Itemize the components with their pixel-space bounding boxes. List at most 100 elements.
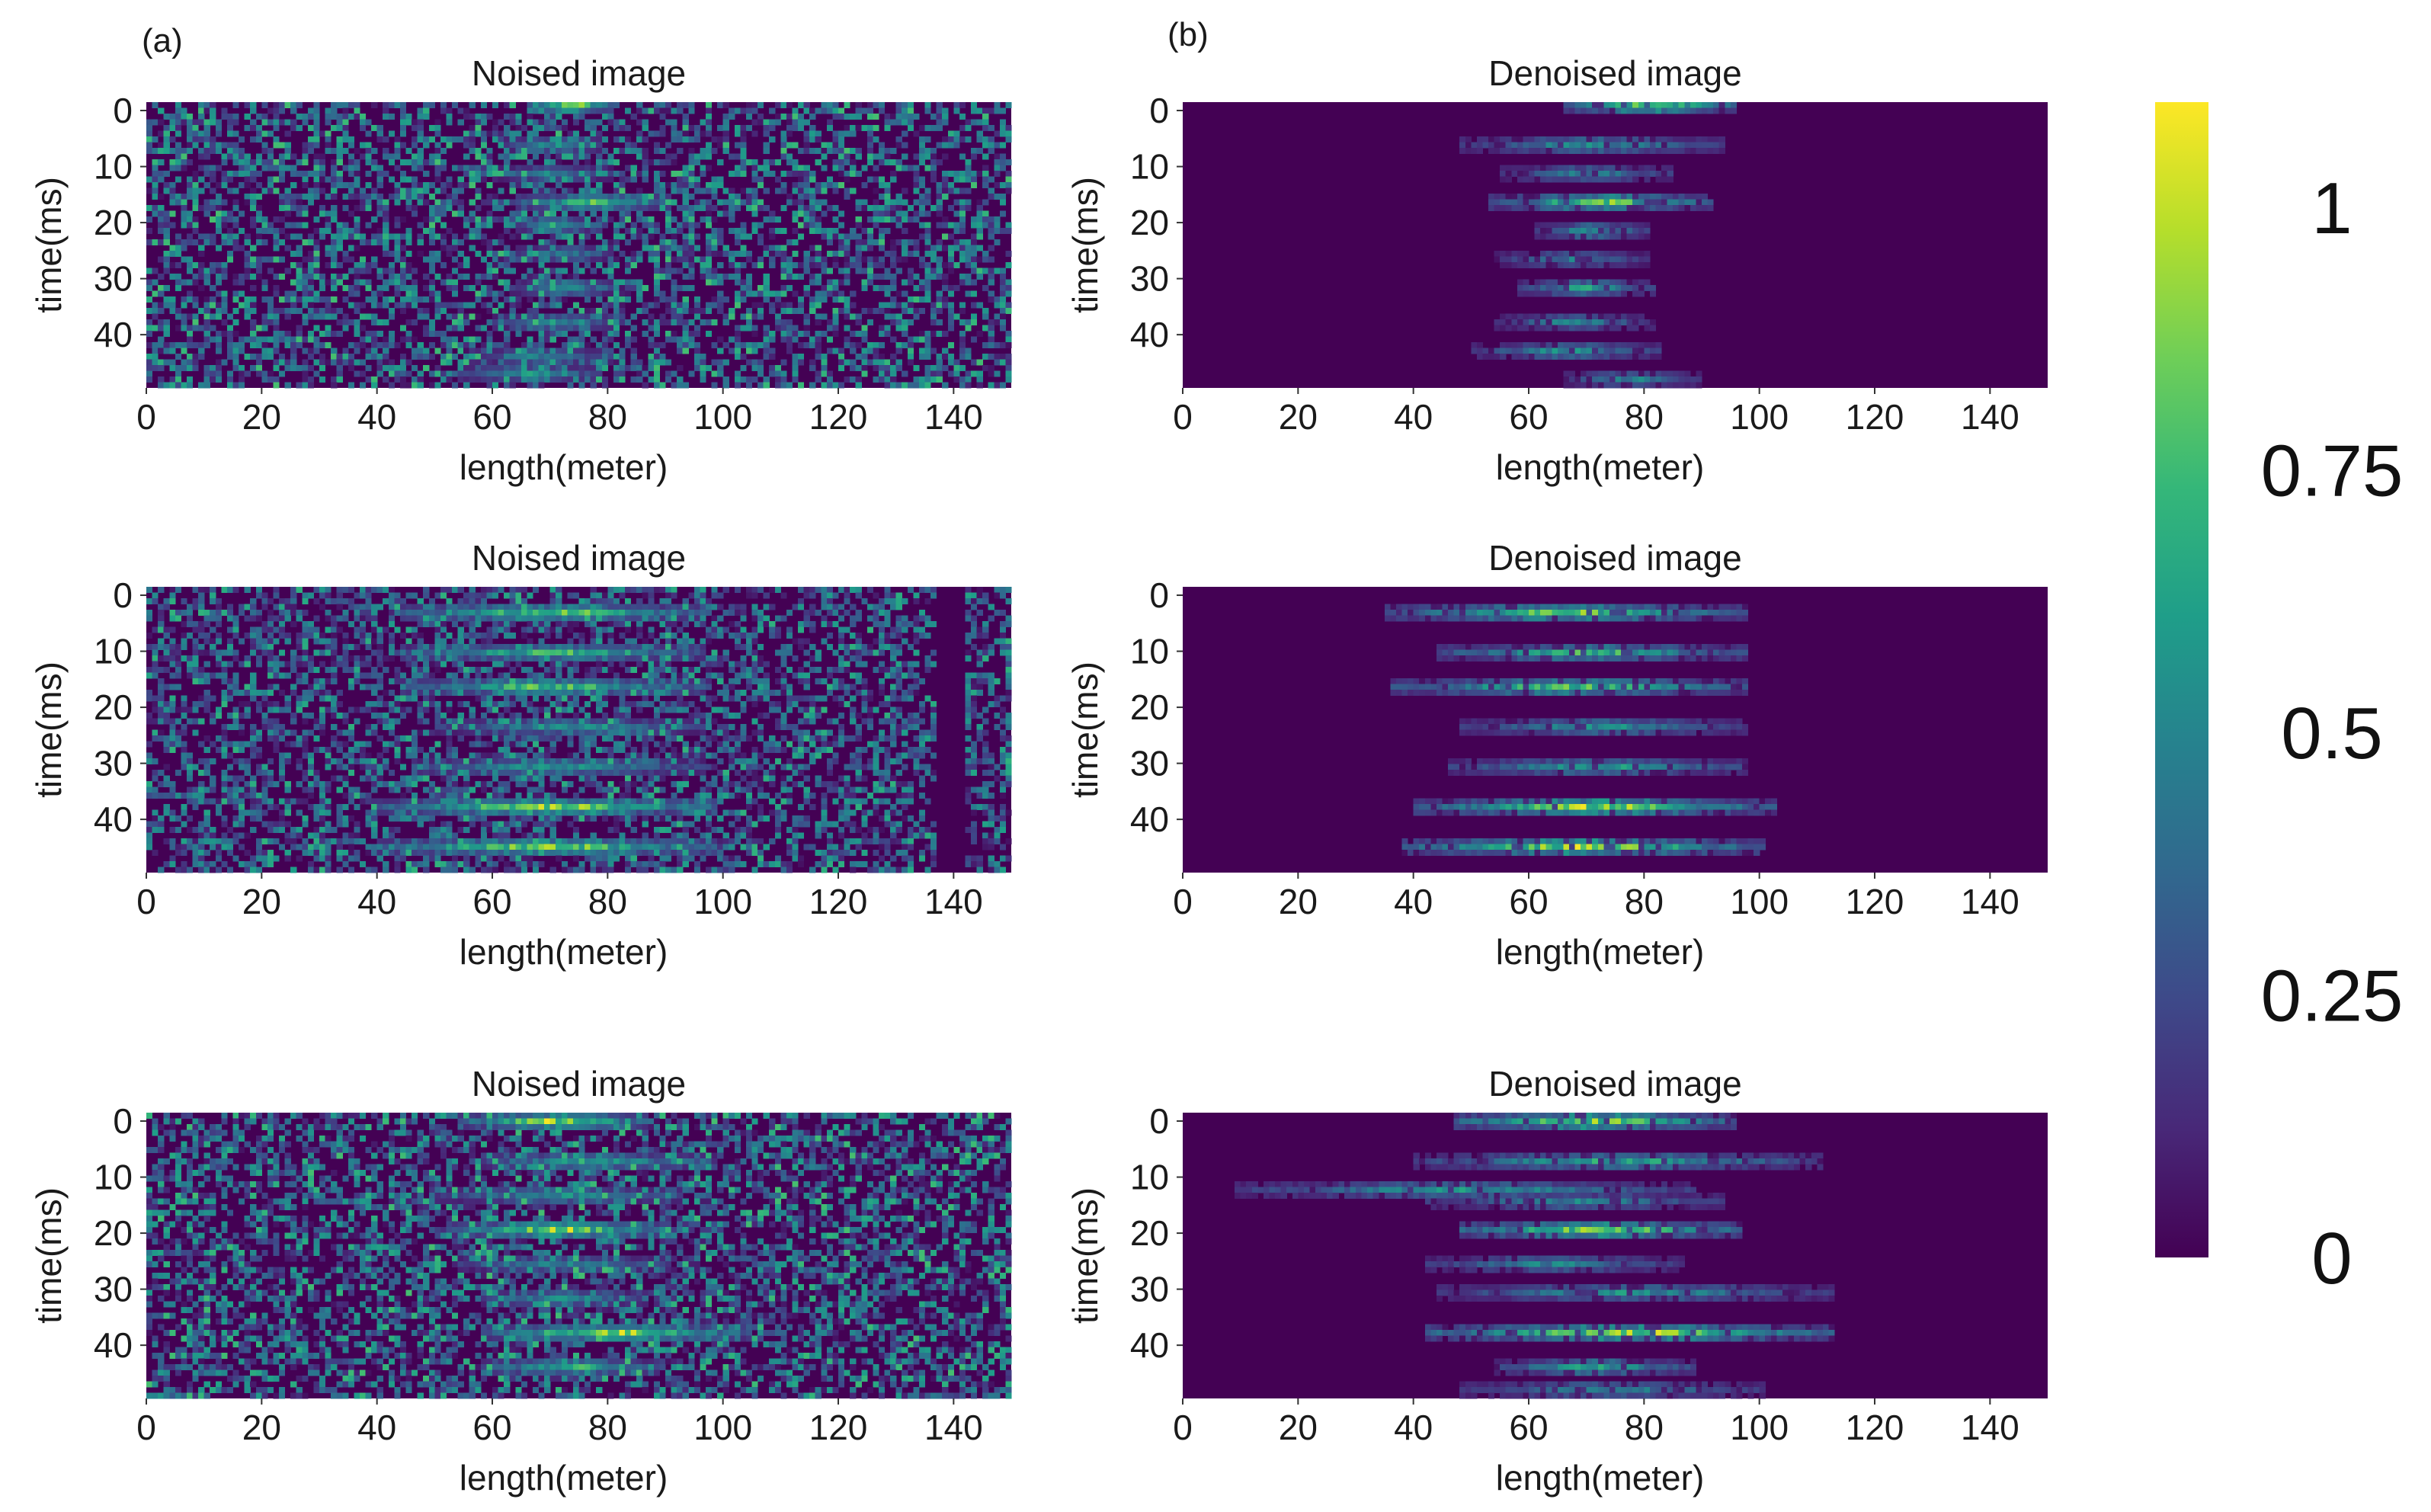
heatmap-cell (307, 348, 315, 354)
heatmap-cell (878, 148, 886, 155)
heatmap-cell (203, 199, 210, 206)
heatmap-cell (982, 107, 989, 114)
heatmap-cell (538, 176, 545, 183)
heatmap-cell (325, 342, 332, 349)
heatmap-cell (959, 125, 966, 132)
heatmap-cell (1586, 325, 1593, 332)
heatmap-cell (1540, 319, 1547, 326)
heatmap-cell (1557, 176, 1564, 183)
heatmap-cell (705, 256, 713, 263)
heatmap-cell (399, 296, 407, 303)
heatmap-cell (751, 210, 758, 217)
heatmap-cell (1707, 136, 1714, 143)
heatmap-cell (549, 267, 556, 274)
heatmap-cell (907, 348, 914, 354)
heatmap-cell (532, 348, 540, 354)
heatmap-cell (838, 114, 845, 120)
heatmap-cell (659, 359, 666, 366)
heatmap-cell (296, 279, 303, 286)
heatmap-cell (711, 182, 718, 189)
heatmap-cell (544, 165, 551, 171)
heatmap-cell (492, 194, 499, 200)
heatmap-cell (457, 308, 464, 315)
heatmap-cell (383, 245, 389, 251)
heatmap-cell (146, 319, 153, 326)
heatmap-cell (399, 308, 407, 315)
heatmap-cell (354, 107, 360, 114)
heatmap-cell (215, 267, 222, 274)
heatmap-cell (613, 194, 620, 200)
heatmap-cell (434, 153, 441, 160)
heatmap-cell (498, 216, 504, 223)
heatmap-cell (844, 336, 850, 343)
heatmap-cell (809, 296, 816, 303)
heatmap-cell (428, 159, 435, 166)
heatmap-cell (890, 296, 897, 303)
heatmap-cell (250, 176, 257, 183)
heatmap-cell (653, 130, 661, 137)
heatmap-cell (365, 296, 378, 303)
heatmap-cell (942, 279, 949, 286)
heatmap-cell (722, 342, 729, 349)
heatmap-cell (1563, 176, 1570, 183)
heatmap-cell (203, 233, 210, 240)
heatmap-cell (988, 125, 994, 132)
heatmap-cell (953, 187, 960, 194)
heatmap-cell (855, 267, 862, 274)
heatmap-cell (734, 194, 741, 200)
heatmap-cell (913, 210, 920, 217)
heatmap-cell (976, 228, 983, 235)
heatmap-cell (607, 313, 614, 320)
heatmap-cell (988, 365, 994, 372)
heatmap-cell (354, 171, 360, 178)
heatmap-cell (1615, 319, 1622, 326)
heatmap-cell (665, 216, 672, 223)
heatmap-cell (677, 382, 689, 389)
heatmap-cell (1632, 262, 1639, 269)
heatmap-cell (423, 313, 430, 320)
heatmap-cell (1592, 233, 1599, 240)
heatmap-cell (1005, 376, 1012, 383)
heatmap-cell (158, 171, 165, 178)
heatmap-cell (607, 262, 614, 269)
heatmap-cell (815, 274, 822, 280)
heatmap-cell (1621, 142, 1628, 149)
heatmap-cell (774, 187, 781, 194)
heatmap-cell (913, 114, 920, 120)
heatmap-cell (1603, 199, 1610, 206)
heatmap-cell (936, 296, 943, 303)
heatmap-cell (965, 354, 972, 360)
heatmap-cell (578, 199, 585, 206)
heatmap-cell (1552, 176, 1558, 183)
heatmap-cell (745, 233, 753, 240)
heatmap-cell (572, 302, 580, 309)
heatmap-cell (902, 114, 908, 120)
heatmap-cell (158, 176, 165, 183)
heatmap-cell (417, 376, 424, 383)
heatmap-cell (590, 176, 597, 183)
heatmap-cell (942, 331, 949, 338)
heatmap-cell (498, 136, 504, 143)
heatmap-cell (740, 376, 747, 383)
heatmap-cell (567, 176, 574, 183)
heatmap-cell (232, 233, 239, 240)
heatmap-cell (763, 205, 770, 212)
heatmap-cell (1725, 107, 1731, 114)
heatmap-cell (290, 336, 297, 343)
heatmap-cell (884, 182, 891, 189)
heatmap-cell (452, 239, 459, 246)
heatmap-cell (527, 365, 533, 372)
heatmap-cell (895, 348, 902, 354)
heatmap-cell (711, 148, 718, 155)
heatmap-cell (169, 251, 176, 258)
heatmap-cell (855, 148, 862, 155)
heatmap-cell (146, 296, 153, 303)
heatmap-cell (463, 256, 470, 263)
heatmap-cell (745, 342, 753, 349)
heatmap-cell (613, 199, 620, 206)
heatmap-cell (486, 365, 493, 372)
heatmap-cell (1626, 142, 1633, 149)
heatmap-cell (613, 125, 620, 132)
heatmap-cell (745, 348, 753, 354)
heatmap-cell (1545, 171, 1552, 178)
